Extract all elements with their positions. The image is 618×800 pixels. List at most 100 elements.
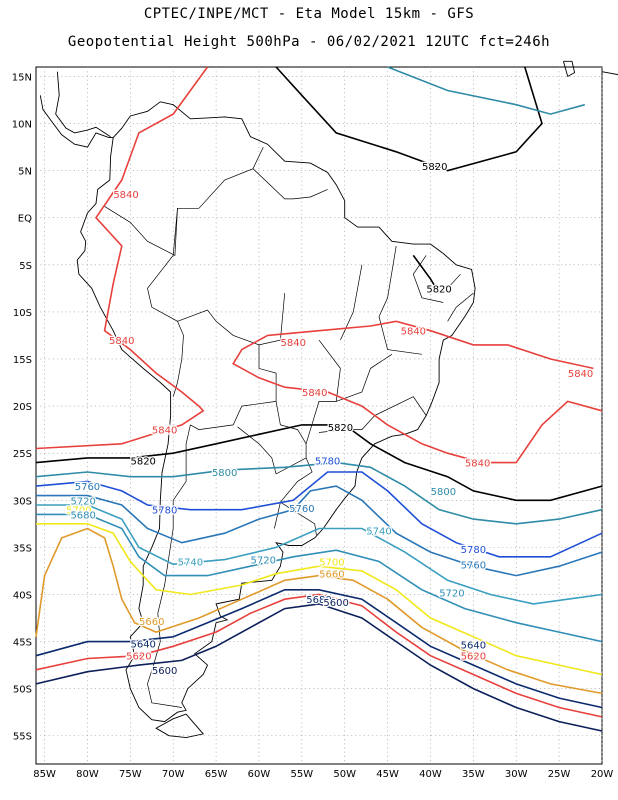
contour-5600	[35, 603, 603, 732]
contour-label: 5840	[152, 426, 177, 437]
contour-lines	[35, 66, 603, 732]
contour-5800	[35, 461, 603, 525]
lat-label: EQ	[18, 214, 32, 225]
contour-label: 5600	[152, 666, 177, 677]
lon-label: 50W	[333, 769, 356, 780]
central-america-coast	[39, 95, 114, 148]
contour-label: 5840	[281, 338, 306, 349]
contour-label: 5760	[461, 560, 486, 571]
lat-label: 35S	[13, 543, 32, 554]
contour-5800	[387, 66, 586, 115]
country-border	[340, 264, 363, 341]
contour-label: 5720	[70, 496, 95, 507]
contour-label: 5640	[130, 639, 155, 650]
contour-label: 5840	[465, 459, 490, 470]
lat-label: 10S	[13, 308, 32, 319]
africa-coast	[601, 71, 618, 76]
lon-label: 85W	[33, 769, 56, 780]
contour-label: 5840	[109, 336, 134, 347]
lon-label: 70W	[162, 769, 185, 780]
lon-label: 75W	[119, 769, 142, 780]
lon-label: 80W	[76, 769, 99, 780]
contour-label: 5700	[66, 506, 91, 517]
lat-label: 10N	[12, 120, 32, 131]
contour-label: 5740	[178, 557, 203, 568]
contour-label: 5720	[251, 556, 276, 567]
contour-label: 5620	[461, 652, 486, 663]
contour-5840	[35, 66, 209, 450]
map-title-line2: Geopotential Height 500hPa - 06/02/2021 …	[67, 34, 551, 50]
lat-label: 5N	[18, 167, 32, 178]
country-border	[147, 424, 191, 708]
contour-5680	[35, 527, 603, 695]
caribbean-coast	[55, 71, 111, 138]
latitude-labels: 15N 10N 5N EQ 5S 10S 15S 20S 25S 30S 35S 40S 45S 50S 5…	[12, 72, 32, 742]
contour-label: 5820	[426, 284, 451, 295]
country-border	[447, 292, 474, 322]
contour-label: 5640	[461, 640, 486, 651]
map-title-line1: CPTEC/INPE/MCT - Eta Model 15km - GFS	[143, 6, 475, 22]
contour-5740	[36, 504, 603, 605]
contour-labels: 5820 5840 5820 5840 5840 5840 5840 5840 5840 5820…	[65, 161, 595, 678]
country-border	[447, 273, 461, 289]
contour-5640	[35, 589, 603, 709]
contour-label: 5780	[461, 545, 486, 556]
lat-label: 25S	[13, 449, 32, 460]
lon-label: 65W	[205, 769, 228, 780]
contour-label: 5660	[139, 617, 164, 628]
lon-label: 45W	[376, 769, 399, 780]
contour-label: 5820	[130, 457, 155, 468]
map-frame	[35, 66, 603, 765]
south-america-coast	[76, 101, 476, 723]
contour-label: 5780	[315, 457, 340, 468]
contour-5840	[267, 320, 594, 370]
contour-5720	[36, 513, 603, 643]
lat-label: 30S	[13, 496, 32, 507]
contour-5760	[36, 485, 603, 577]
country-border	[252, 168, 328, 200]
lon-label: 55W	[291, 769, 314, 780]
country-border	[190, 401, 277, 430]
contour-5700	[36, 523, 603, 676]
coastlines	[39, 60, 618, 739]
contour-label: 5760	[75, 482, 100, 493]
contour-label: 5840	[302, 388, 327, 399]
contour-label: 5760	[289, 504, 314, 515]
contour-label: 5820	[328, 423, 353, 434]
lat-label: 5S	[19, 261, 32, 272]
country-border	[198, 146, 264, 209]
contour-label: 5680	[306, 595, 331, 606]
contour-label: 5660	[319, 570, 344, 581]
country-border	[336, 354, 393, 402]
lat-label: 55S	[13, 732, 32, 743]
lon-label: 30W	[505, 769, 528, 780]
contour-label: 5700	[319, 557, 344, 568]
country-border	[279, 457, 317, 536]
lon-label: 35W	[462, 769, 485, 780]
cape-verde	[562, 60, 576, 78]
longitude-labels: 85W 80W 75W 70W 65W 60W 55W 50W 45W 40W 35W 30W 25W 2…	[33, 769, 613, 780]
country-border	[258, 293, 286, 346]
contour-label: 5840	[568, 369, 593, 380]
contour-label: 5800	[212, 468, 237, 479]
tierra-del-fuego	[155, 713, 205, 739]
contour-label: 5740	[366, 526, 391, 537]
contour-label: 5680	[70, 510, 95, 521]
contour-label: 5840	[401, 327, 426, 338]
contour-5820	[275, 66, 543, 172]
contour-5820	[35, 424, 603, 502]
country-border	[104, 206, 199, 256]
country-border	[274, 502, 281, 529]
contour-label: 5800	[431, 487, 456, 498]
lon-label: 20W	[591, 769, 614, 780]
lat-label: 15S	[13, 355, 32, 366]
lat-label: 15N	[12, 72, 32, 83]
lat-label: 40S	[13, 590, 32, 601]
contour-5780	[35, 471, 603, 558]
contour-label: 5720	[439, 589, 464, 600]
contour-label: 5820	[422, 162, 447, 173]
contour-label: 5780	[152, 506, 177, 517]
lon-label: 25W	[548, 769, 571, 780]
contour-5820	[412, 254, 440, 294]
contour-5840	[232, 334, 603, 464]
